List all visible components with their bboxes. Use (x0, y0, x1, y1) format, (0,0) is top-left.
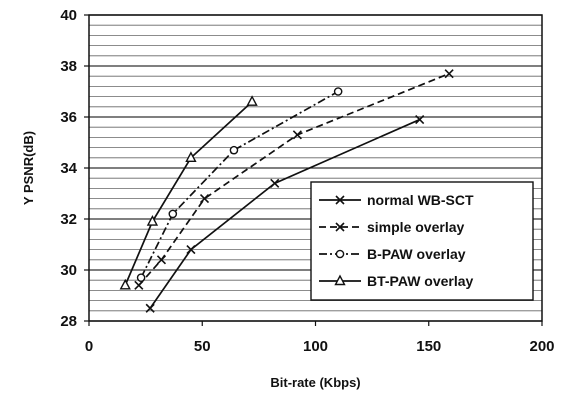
y-axis-ticks: 28 30 32 34 36 38 40 (60, 7, 89, 330)
data-point (270, 178, 280, 188)
data-point (185, 151, 197, 163)
x-axis-ticks: 0 50 100 150 200 (85, 321, 555, 355)
data-point (335, 195, 345, 205)
y-axis-title: Y PSNR(dB) (21, 131, 36, 205)
x-tick-label: 150 (416, 338, 441, 355)
y-tick-label: 34 (60, 160, 77, 177)
series-4 (119, 95, 258, 290)
data-point (146, 215, 159, 226)
data-point (335, 249, 345, 259)
legend-entry: simple overlay (319, 219, 464, 235)
data-point (335, 222, 345, 232)
data-point (292, 130, 302, 140)
legend-entry: BT-PAW overlay (319, 273, 474, 289)
legend-entry: B-PAW overlay (319, 246, 466, 262)
y-tick-label: 28 (60, 313, 77, 330)
x-tick-label: 100 (303, 338, 328, 355)
data-point (246, 95, 258, 106)
legend-label: BT-PAW overlay (367, 273, 474, 289)
data-point (186, 245, 196, 255)
data-point (334, 274, 346, 286)
series-3 (136, 87, 343, 282)
series-line (140, 90, 339, 279)
x-tick-label: 50 (194, 338, 211, 355)
data-point (145, 303, 155, 313)
y-tick-label: 32 (60, 211, 77, 228)
series-line (124, 101, 253, 286)
data-point (229, 145, 239, 155)
data-point (333, 87, 343, 96)
series-2 (134, 69, 454, 290)
legend: normal WB-SCT simple overlay B-PAW overlay… (310, 181, 534, 301)
series-line (138, 72, 450, 286)
data-point (444, 69, 454, 79)
y-tick-label: 36 (60, 109, 77, 126)
series-lines (119, 69, 454, 313)
x-tick-label: 0 (85, 338, 93, 355)
series-1 (145, 114, 425, 313)
x-axis-title: Bit-rate (Kbps) (270, 375, 360, 390)
data-point (199, 194, 210, 204)
series-line (149, 118, 421, 309)
data-point (134, 280, 144, 290)
x-tick-label: 200 (529, 338, 554, 355)
y-tick-label: 38 (60, 58, 77, 75)
data-point (415, 114, 425, 125)
data-point (168, 209, 178, 219)
data-point (136, 273, 146, 282)
legend-label: normal WB-SCT (367, 192, 474, 208)
legend-label: B-PAW overlay (367, 246, 466, 262)
y-tick-label: 40 (60, 7, 77, 24)
legend-entry: normal WB-SCT (319, 192, 474, 208)
data-point (156, 255, 167, 265)
legend-label: simple overlay (367, 219, 464, 235)
data-point (119, 278, 131, 290)
y-tick-label: 30 (60, 262, 77, 279)
